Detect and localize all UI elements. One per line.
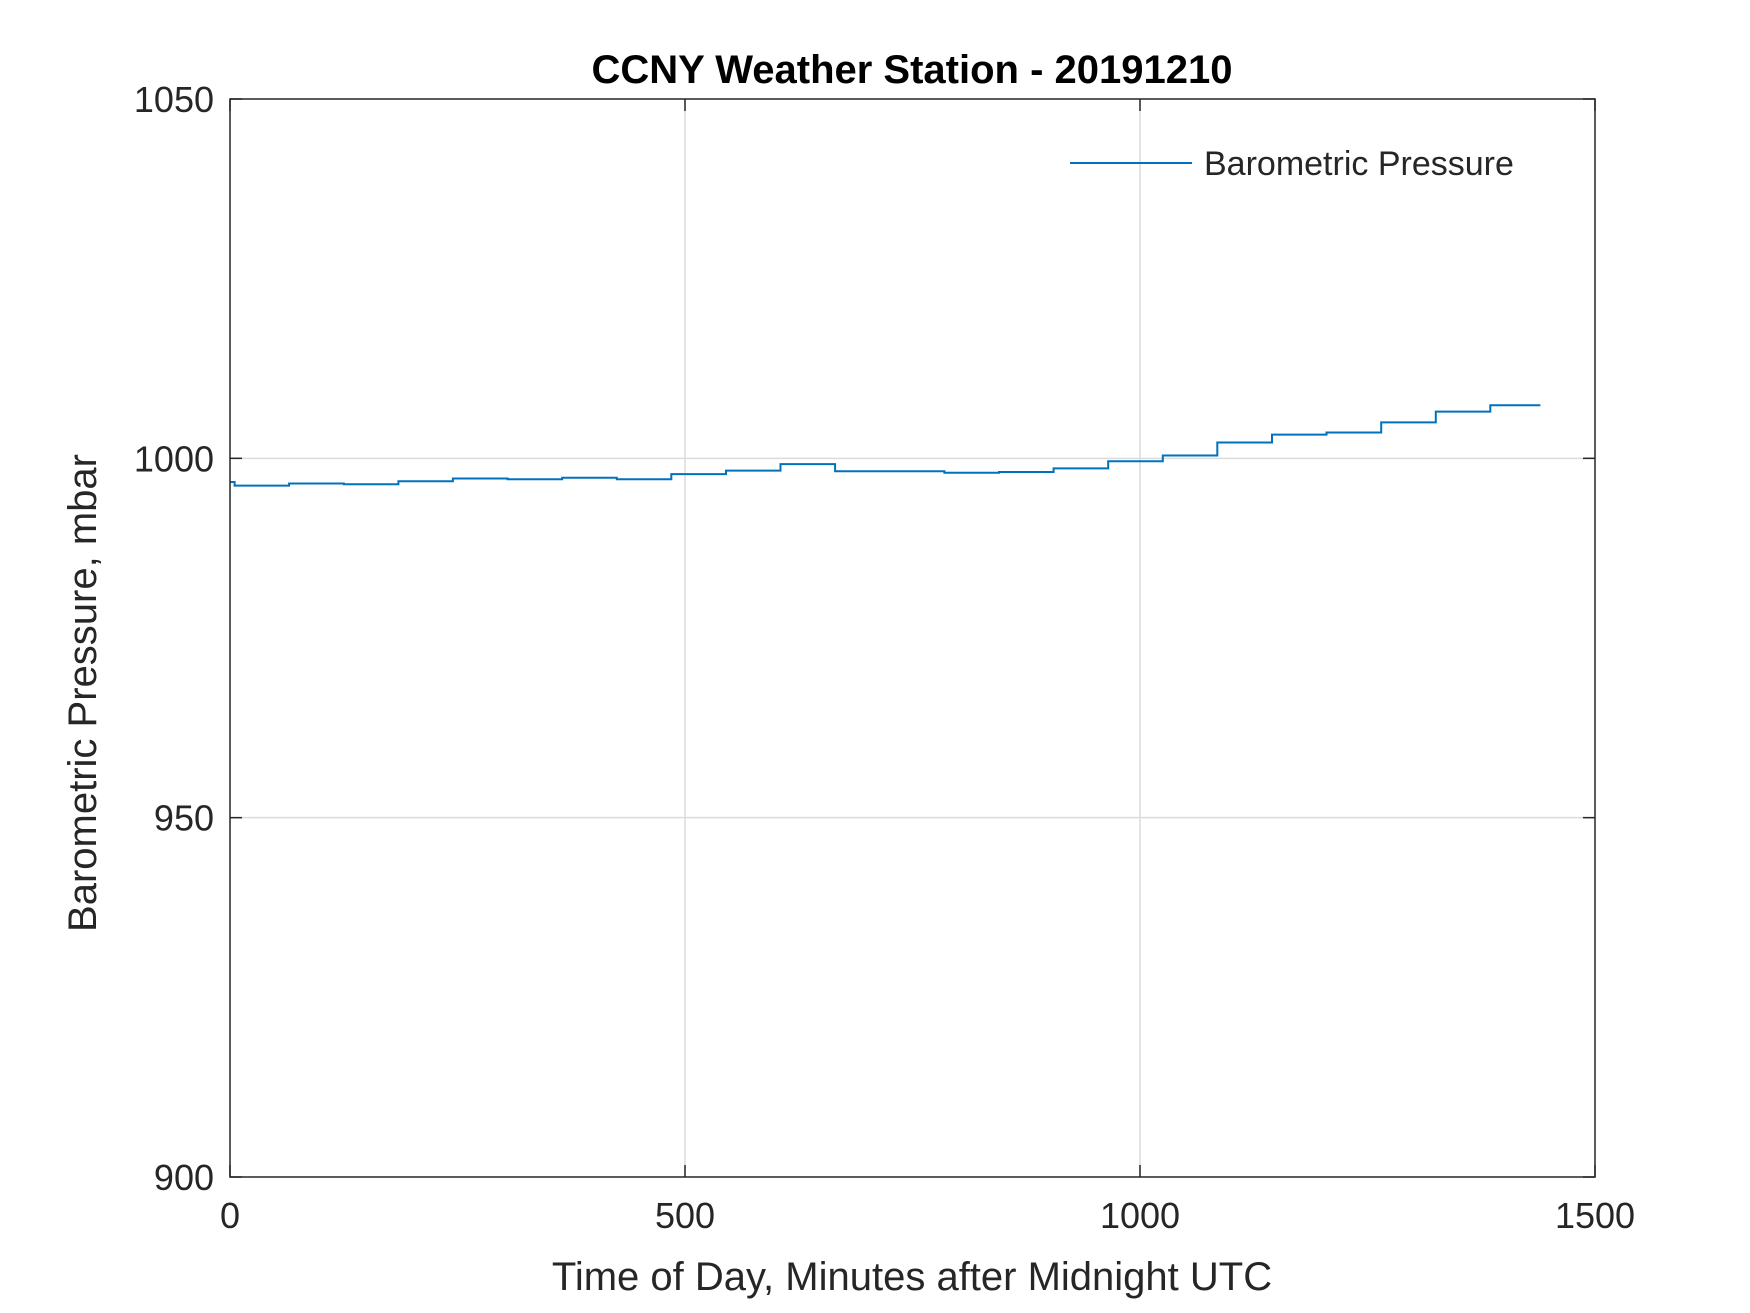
series-layer <box>230 404 1541 487</box>
y-tick-label: 1000 <box>134 438 214 479</box>
y-tick-label: 1050 <box>134 79 214 120</box>
x-tick-label: 1500 <box>1555 1195 1635 1236</box>
x-tick-label: 0 <box>220 1195 240 1236</box>
chart-title: CCNY Weather Station - 20191210 <box>592 48 1233 92</box>
series-line-barometric-pressure <box>230 404 1541 487</box>
x-tick-label: 1000 <box>1100 1195 1180 1236</box>
y-axis-label: Barometric Pressure, mbar <box>61 454 105 932</box>
grid-lines <box>230 99 1595 1177</box>
x-tick-labels: 0 500 1000 1500 <box>220 1195 1635 1236</box>
axes-frame <box>229 98 1596 1178</box>
y-tick-label: 950 <box>154 798 214 839</box>
x-tick-label: 500 <box>655 1195 715 1236</box>
y-tick-label: 900 <box>154 1157 214 1198</box>
legend-label: Barometric Pressure <box>1204 145 1514 183</box>
x-axis-label: Time of Day, Minutes after Midnight UTC <box>552 1255 1272 1299</box>
axis-ticks <box>229 98 1596 1178</box>
y-tick-labels: 900 950 1000 1050 <box>134 79 214 1198</box>
legend: Barometric Pressure <box>1070 145 1514 183</box>
